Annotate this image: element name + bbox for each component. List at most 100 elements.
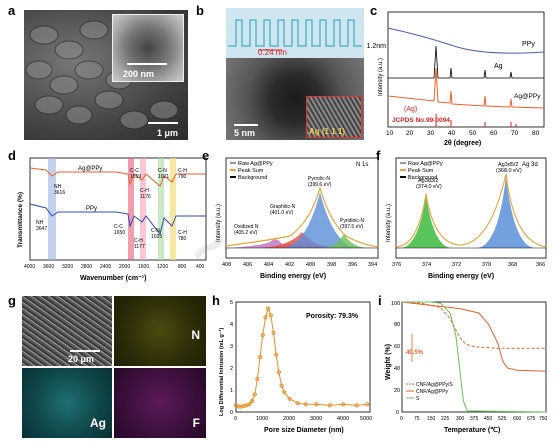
pore-xticks: 0 1000 2000 3000 4000 5000 — [234, 416, 372, 422]
pore-xtick: 4000 — [337, 416, 349, 422]
ftir-xlabel: Wavenumber (cm⁻¹) — [80, 275, 146, 282]
xps-n1s-xtick: 404 — [264, 262, 273, 268]
xps-ag3d-peak: Ag3d5/2 — [498, 162, 519, 168]
tga-series-line — [401, 301, 547, 372]
pore-point — [255, 376, 260, 382]
tga-yticks: 0 20 40 60 80 100 — [391, 301, 400, 416]
xps-ag3d-xtick: 370 — [482, 262, 491, 268]
pore-xtick: 0 — [234, 416, 237, 422]
tga-ytick: 0 — [396, 410, 399, 416]
pore-point — [365, 402, 370, 407]
xps-ag3d-xlabel: Binding energy (eV) — [428, 273, 494, 280]
xps-n1s-peak: Pyridinic-N — [340, 218, 365, 224]
pore-point — [236, 404, 241, 409]
tga-xtick: 375 — [470, 416, 479, 422]
xps-n1s-peak: (405.2 eV) — [234, 230, 258, 236]
panel-label-f: f — [376, 148, 381, 163]
eds-n-map: N — [114, 296, 206, 366]
tem-scale-label: 5 nm — [234, 128, 256, 138]
lattice-profile: 0.24 nm 1.2nm — [226, 8, 386, 58]
eds-f-map: F — [114, 368, 206, 438]
xps-ag3d-xtick: 372 — [452, 262, 461, 268]
ftir-annot: C-C — [114, 224, 123, 230]
xrd-xtick: 20 — [406, 130, 414, 137]
xps-ag3d-chart: Raw Ag@PPy Peak Sum Background Ag 3d Ag3… — [386, 157, 547, 280]
tga-xtick: 150 — [427, 416, 436, 422]
ftir-annot: C-N — [158, 168, 167, 174]
pore-ytick: 1 — [230, 388, 233, 394]
pore-point — [303, 402, 308, 407]
pore-point — [295, 401, 300, 406]
xrd-xtick: 40 — [448, 130, 456, 137]
xps-n1s-xtick: 396 — [348, 262, 357, 268]
eds-ag-label: Ag — [90, 416, 106, 430]
ftir-annot-bot: NH 3647 C-C 1650 C-H 1177 C-N 1025 C-H 7… — [36, 220, 187, 250]
pore-point — [249, 398, 255, 404]
tem-inset: Ag (1 1 1) — [306, 96, 362, 138]
pore-xtick: 1000 — [256, 416, 268, 422]
pore-point — [258, 354, 263, 360]
pore-point — [252, 392, 257, 397]
xrd-series-ppy: PPy — [522, 41, 535, 48]
xps-n1s-peak: Pyrrolic-N — [308, 176, 330, 182]
ftir-annot: NH — [54, 184, 62, 190]
ftir-xticks: 4000 3600 3200 2800 2400 2000 1600 1200 … — [24, 264, 205, 270]
profile-plot — [228, 19, 362, 51]
tga-xtick: 600 — [513, 416, 522, 422]
ftir-annot: 1021 — [158, 174, 169, 180]
pore-ytick: 5 — [230, 300, 233, 306]
xrd-xticks: 10 20 30 40 50 60 70 80 — [386, 130, 540, 137]
eds-ag-map: Ag — [22, 368, 112, 438]
pore-point — [287, 396, 292, 401]
ftir-annot: NH — [36, 220, 44, 226]
ftir-xtick: 1200 — [157, 264, 168, 270]
tga-xtick: 0 — [400, 416, 403, 422]
xps-ag3d-legend: Raw Ag@PPy — [408, 161, 443, 167]
tga-legend-item: CNF/Ag@PPy/S — [416, 382, 453, 388]
pore-ytick: 2 — [230, 366, 233, 372]
panel-label-e: e — [202, 148, 210, 163]
xrd-ref-card: JCPDS No.99-0094 — [392, 117, 450, 124]
pore-point — [279, 383, 284, 388]
xps-n1s-xtick: 406 — [243, 262, 252, 268]
xrd-xtick: 30 — [427, 130, 435, 137]
tga-xtick: 675 — [527, 416, 536, 422]
xps-n1s-peak: Graphitic-N — [270, 204, 296, 210]
tga-legend-item: CNF/Ag@PPy — [416, 389, 449, 395]
xps-ag3d-ylabel: Intensity (a.u.) — [386, 204, 392, 242]
ftir-series-agppy: Ag@PPy — [78, 166, 102, 172]
ftir-annot: 1650 — [114, 230, 125, 236]
pore-point — [354, 403, 359, 408]
tga-ytick: 40 — [394, 366, 400, 372]
xps-ag3d-tag: Ag 3d — [522, 162, 538, 168]
ftir-annot: C-C — [130, 168, 139, 174]
ftir-annot: 1176 — [140, 194, 151, 200]
xps-n1s-xtick: 402 — [285, 262, 294, 268]
panel-label-d: d — [8, 148, 16, 163]
xps-n1s-xtick: 400 — [306, 262, 315, 268]
ftir-annot: C-H — [140, 188, 149, 194]
pore-point — [327, 403, 332, 408]
tga-ytick: 60 — [394, 344, 400, 350]
xps-n1s-peak: (397.5 eV) — [340, 224, 364, 230]
xps-ag3d-legend: Background — [408, 175, 437, 181]
ftir-annot: 3647 — [36, 226, 47, 232]
xps-ag3d-xtick: 368 — [508, 262, 517, 268]
pore-size-chart: Porosity: 79.3% Log Differential Intrusi… — [218, 300, 372, 434]
tga-legend-item: S — [416, 396, 420, 402]
ftir-annot: 1025 — [151, 234, 162, 240]
xrd-xtick: 50 — [469, 130, 477, 137]
panel-label-a: a — [8, 3, 16, 18]
ftir-xtick: 2800 — [81, 264, 92, 270]
ftir-ylabel: Transmittance (%) — [17, 192, 24, 248]
ftir-annot-top: NH 3616 C-C 1659 C-H 1176 C-N 1021 C-H 7… — [54, 168, 187, 200]
xps-n1s-legend: Peak Sum — [238, 168, 264, 174]
ftir-xtick: 400 — [196, 264, 205, 270]
pore-yticks: 0 1 2 3 4 5 — [230, 300, 233, 416]
pore-xlabel: Pore size Diameter (nm) — [264, 427, 344, 434]
panel-label-h: h — [212, 293, 220, 308]
xrd-series-agppy: Ag@PPy — [514, 93, 541, 100]
tga-xtick: 300 — [456, 416, 465, 422]
ftir-annot: C-H — [178, 230, 187, 236]
plane-label: Ag (1 1 1) — [309, 127, 346, 136]
